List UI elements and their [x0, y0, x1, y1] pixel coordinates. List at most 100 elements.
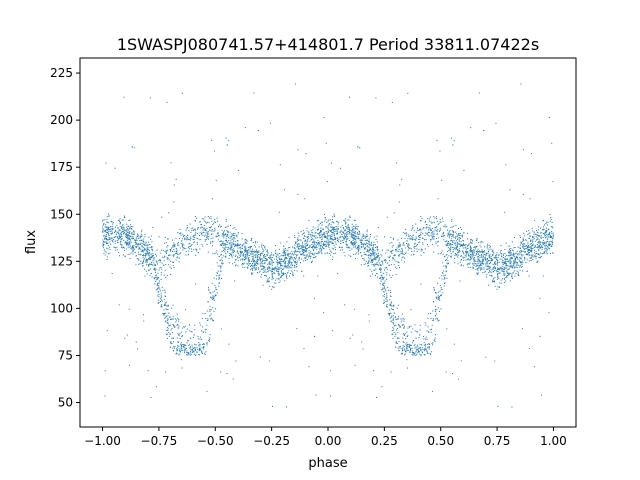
data-point — [259, 260, 261, 262]
data-point — [434, 227, 436, 228]
data-point — [432, 342, 434, 344]
data-point — [399, 345, 401, 347]
data-point — [223, 235, 225, 237]
data-point — [189, 242, 191, 244]
data-point — [144, 255, 146, 257]
data-point — [164, 289, 166, 291]
data-point — [127, 231, 129, 233]
data-point — [261, 265, 263, 267]
data-point — [479, 244, 481, 246]
data-point — [212, 307, 214, 309]
data-point — [268, 270, 270, 272]
data-point — [455, 253, 457, 255]
data-point — [197, 238, 199, 240]
data-point — [377, 250, 379, 252]
data-point — [534, 240, 536, 242]
data-point — [147, 251, 149, 253]
data-point — [477, 258, 479, 260]
data-point — [524, 259, 526, 261]
data-point — [193, 249, 195, 251]
data-point — [346, 246, 348, 248]
data-point — [458, 243, 460, 245]
data-point — [199, 221, 201, 223]
data-point — [458, 378, 460, 380]
data-point — [363, 258, 365, 260]
data-point — [152, 260, 154, 262]
data-point — [294, 257, 296, 259]
data-point — [255, 268, 257, 270]
data-point — [220, 225, 222, 227]
data-point — [268, 267, 270, 269]
data-point — [222, 240, 224, 242]
data-point — [498, 268, 500, 270]
data-point — [282, 261, 284, 263]
data-point — [293, 261, 295, 263]
data-point — [329, 234, 331, 236]
data-point — [417, 350, 419, 352]
data-point — [342, 237, 344, 239]
data-point — [196, 242, 198, 244]
data-point — [207, 234, 209, 236]
data-point — [411, 352, 413, 354]
data-point — [347, 247, 349, 249]
data-point — [444, 265, 446, 267]
data-point — [402, 242, 404, 244]
data-point — [455, 247, 457, 249]
data-point — [105, 231, 107, 233]
data-point — [543, 233, 545, 235]
data-point — [184, 350, 186, 352]
data-point — [444, 255, 446, 257]
data-point — [350, 236, 352, 238]
data-point — [512, 263, 514, 265]
data-point — [403, 325, 405, 327]
data-point — [494, 267, 496, 269]
data-point — [119, 225, 121, 227]
data-point — [117, 227, 119, 228]
data-point — [453, 240, 455, 242]
data-point — [176, 348, 178, 350]
data-point — [439, 285, 441, 287]
data-point — [259, 256, 261, 258]
data-point — [329, 237, 331, 239]
data-point — [217, 239, 219, 241]
data-point — [126, 230, 128, 232]
data-point — [249, 269, 251, 271]
data-point — [526, 249, 528, 251]
data-point — [228, 237, 229, 239]
data-point — [322, 233, 324, 235]
data-point — [139, 240, 141, 242]
data-point — [469, 246, 471, 248]
data-point — [353, 234, 355, 236]
data-point — [294, 244, 296, 246]
data-point — [349, 242, 351, 244]
data-point — [540, 235, 542, 237]
data-point — [384, 236, 386, 238]
data-point — [186, 350, 188, 352]
data-point — [219, 241, 221, 243]
data-point — [221, 242, 223, 244]
data-point — [490, 269, 492, 271]
data-point — [507, 274, 509, 276]
data-point — [223, 234, 225, 236]
data-point — [465, 251, 467, 253]
data-point — [105, 162, 107, 164]
data-point — [363, 246, 365, 248]
data-point — [536, 230, 538, 232]
data-point — [146, 251, 148, 253]
data-point — [522, 149, 524, 151]
data-point — [424, 350, 426, 352]
data-point — [523, 248, 525, 250]
data-point — [206, 342, 208, 344]
data-point — [421, 352, 423, 354]
data-point — [534, 244, 536, 246]
data-point — [494, 268, 496, 270]
data-point — [356, 241, 358, 243]
data-point — [155, 274, 157, 276]
data-point — [200, 349, 202, 351]
data-point — [146, 247, 148, 249]
data-point — [385, 301, 387, 303]
data-point — [211, 229, 213, 231]
data-point — [346, 231, 348, 233]
data-point — [273, 282, 275, 284]
data-point — [367, 246, 369, 248]
